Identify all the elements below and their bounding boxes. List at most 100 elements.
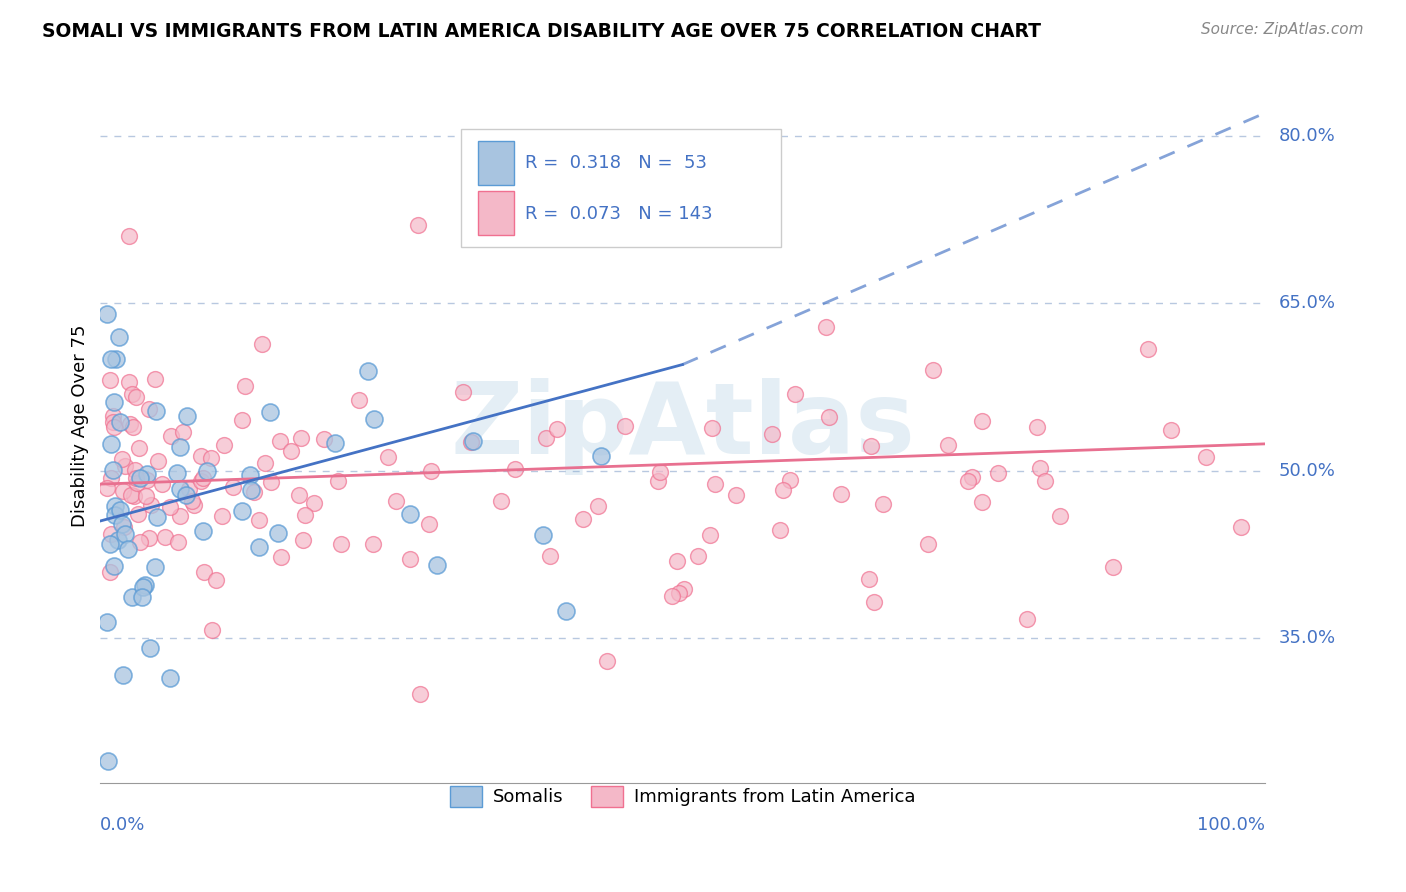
Point (120, 488, 142, 502)
Point (347, 393, 370, 408)
Point (1137, 343, 1160, 357)
Point (127, 507, 149, 521)
Point (167, 534, 190, 549)
Point (101, 415, 124, 429)
Point (302, 496, 325, 510)
Point (356, 363, 378, 377)
Point (145, 560, 167, 574)
Point (503, 462, 526, 476)
Point (190, 474, 212, 488)
Point (96, 307, 118, 321)
Point (1230, 520, 1253, 534)
Text: Source: ZipAtlas.com: Source: ZipAtlas.com (1201, 22, 1364, 37)
Point (772, 483, 794, 497)
Point (1035, 474, 1057, 488)
Point (124, 462, 146, 476)
Point (538, 549, 561, 564)
Point (294, 508, 316, 523)
Point (145, 404, 167, 418)
Point (141, 498, 163, 512)
Point (936, 438, 959, 452)
Point (702, 420, 724, 434)
Point (270, 549, 292, 564)
Point (779, 473, 801, 487)
Point (118, 229, 141, 244)
Point (1025, 420, 1047, 434)
Point (181, 493, 204, 508)
Point (96, 481, 118, 495)
Point (970, 414, 993, 428)
Point (108, 503, 131, 517)
Point (169, 483, 191, 497)
Point (118, 376, 141, 390)
Point (100, 437, 122, 451)
Point (98, 565, 121, 579)
Point (148, 453, 170, 467)
Point (107, 329, 129, 343)
Point (96, 754, 118, 768)
Point (1049, 508, 1071, 523)
Point (121, 419, 143, 434)
Point (205, 573, 228, 587)
Point (922, 363, 945, 377)
Legend: Somalis, Immigrants from Latin America: Somalis, Immigrants from Latin America (443, 779, 922, 814)
Point (267, 526, 290, 541)
Point (222, 480, 245, 494)
Point (704, 476, 727, 491)
Point (489, 494, 512, 508)
Point (183, 498, 205, 512)
Point (1195, 450, 1218, 465)
Point (131, 590, 153, 604)
Point (613, 419, 636, 434)
Point (586, 499, 609, 513)
Text: 65.0%: 65.0% (1278, 294, 1336, 312)
Point (330, 536, 353, 550)
Point (814, 319, 837, 334)
Point (409, 687, 432, 701)
Point (104, 351, 127, 366)
Point (231, 504, 253, 518)
Point (136, 467, 159, 481)
Point (399, 508, 422, 522)
Point (859, 440, 882, 454)
Point (699, 527, 721, 541)
Point (121, 387, 143, 401)
Point (111, 483, 134, 498)
Point (972, 495, 994, 509)
Point (233, 379, 256, 393)
Point (169, 440, 191, 454)
Point (596, 654, 619, 668)
Point (769, 523, 792, 537)
Point (312, 433, 335, 447)
Point (134, 578, 156, 592)
Point (200, 451, 222, 466)
Point (190, 450, 212, 464)
Point (863, 595, 886, 609)
Point (111, 452, 134, 467)
Point (112, 667, 135, 681)
Point (323, 436, 346, 450)
Point (108, 415, 131, 429)
Point (661, 589, 683, 603)
Point (363, 412, 385, 426)
Point (830, 487, 852, 501)
Point (818, 410, 841, 425)
Text: R =  0.073   N = 143: R = 0.073 N = 143 (526, 205, 713, 223)
FancyBboxPatch shape (461, 129, 782, 247)
Point (1102, 560, 1125, 574)
Point (104, 499, 127, 513)
Point (665, 554, 688, 568)
Point (259, 405, 281, 419)
Point (136, 474, 159, 488)
Point (724, 488, 747, 502)
Point (987, 466, 1010, 480)
Point (120, 417, 142, 431)
Point (150, 477, 173, 491)
Point (761, 426, 783, 441)
Point (117, 541, 139, 556)
Point (128, 441, 150, 455)
Point (125, 471, 148, 485)
Text: ZipAtlas: ZipAtlas (450, 377, 915, 475)
Point (247, 540, 270, 554)
Point (377, 450, 399, 464)
